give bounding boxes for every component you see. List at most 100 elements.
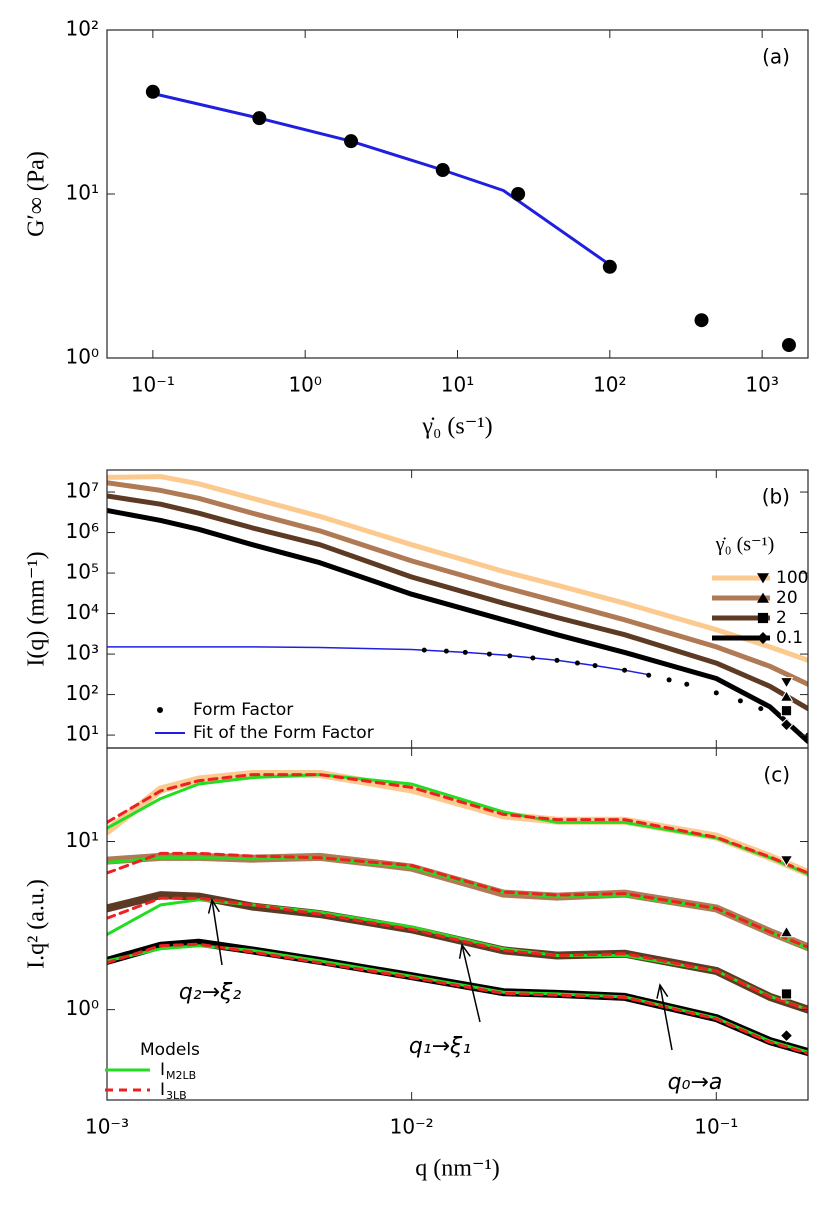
marker (779, 1028, 794, 1043)
series-line (107, 493, 808, 712)
form-factor-point (737, 698, 743, 704)
x-tick-label: 10⁻³ (85, 1115, 129, 1139)
legend-label: 0.1 (776, 628, 803, 648)
annotation-arrow (659, 984, 673, 1051)
data-point (344, 134, 359, 149)
form-factor-point (507, 653, 513, 659)
y-tick-label: 10² (66, 17, 99, 41)
data-point (602, 259, 617, 274)
data-point (435, 163, 450, 178)
legend-label: M2LB (166, 1069, 196, 1082)
marker (757, 592, 769, 603)
annotation-arrow (461, 944, 481, 1023)
form-factor-point (684, 681, 690, 687)
legend-label: 20 (776, 588, 798, 608)
annotation: q₁→ξ₁ (409, 1034, 471, 1059)
data-point (252, 111, 267, 126)
fit-line (151, 92, 612, 267)
series-line (107, 480, 808, 687)
arrow-head (207, 898, 220, 914)
legend-label: I (160, 1080, 165, 1100)
y-tick-label: 10⁰ (66, 345, 99, 369)
model-line (107, 773, 808, 875)
arrow-head (458, 943, 471, 959)
x-tick-label: 10⁻² (390, 1115, 434, 1139)
fit-line (107, 646, 650, 676)
marker (757, 632, 769, 644)
marker (779, 925, 794, 938)
data-point (694, 313, 709, 328)
data-point (145, 84, 160, 99)
legend-title: γ̇₀ (s⁻¹) (715, 534, 774, 556)
y-tick-label: 10³ (66, 641, 99, 665)
marker (779, 677, 794, 689)
data-point (781, 338, 796, 353)
model-line (107, 942, 808, 1055)
y-axis-label: I.q² (a.u.) (24, 879, 50, 969)
legend-title: Models (140, 1040, 200, 1060)
form-factor-point (486, 651, 492, 657)
axes-frame (106, 747, 809, 1101)
x-tick-label: 10³ (745, 373, 778, 397)
legend-label: Form Factor (193, 700, 293, 720)
form-factor-point (758, 706, 764, 712)
y-tick-label: 10¹ (66, 181, 99, 205)
x-tick-label: 10² (593, 373, 626, 397)
panel-label: (b) (762, 485, 790, 509)
form-factor-point (713, 690, 719, 696)
x-axis-label: q (nm⁻¹) (415, 1156, 500, 1182)
arrow-head (656, 983, 669, 999)
form-factor-point (443, 648, 449, 654)
annotation-arrow (211, 899, 223, 966)
model-line (107, 851, 808, 949)
annotation: q₀→a (668, 1070, 723, 1095)
marker (779, 690, 794, 702)
series-line (107, 508, 808, 744)
x-tick-label: 10⁻¹ (694, 1115, 738, 1139)
axes-frame (106, 29, 809, 359)
form-factor-point (554, 657, 560, 663)
series-line (107, 474, 808, 663)
form-factor-point (666, 677, 672, 683)
legend-label: 3LB (166, 1089, 187, 1102)
legend-label: I (160, 1060, 165, 1080)
plot-area (107, 474, 808, 744)
marker (780, 705, 793, 717)
marker (779, 718, 794, 732)
x-tick-label: 10⁻¹ (131, 373, 175, 397)
annotation: q₂→ξ₂ (179, 980, 241, 1005)
form-factor-point (592, 663, 598, 669)
x-tick-label: 10⁰ (288, 373, 321, 397)
data-point (511, 187, 526, 201)
form-factor-point (646, 672, 652, 678)
y-axis-label: G′∞ (Pa) (24, 151, 50, 237)
x-axis-label: γ̇₀ (s⁻¹) (421, 414, 492, 440)
form-factor-point (421, 647, 427, 653)
x-tick-label: 10¹ (441, 373, 474, 397)
y-tick-label: 10⁷ (66, 479, 99, 503)
panel-label: (c) (763, 763, 790, 787)
y-tick-label: 10¹ (66, 722, 99, 746)
y-tick-label: 10⁵ (66, 560, 99, 584)
y-axis-label: I(q) (mm⁻¹) (24, 551, 50, 666)
plot-area (145, 84, 796, 353)
form-factor-point (462, 649, 468, 655)
legend-label: 2 (776, 608, 787, 628)
form-factor-point (530, 655, 536, 661)
legend-label: 100 (776, 568, 808, 588)
y-tick-label: 10⁶ (66, 519, 99, 543)
model-line (107, 896, 808, 1012)
marker (779, 855, 794, 867)
y-tick-label: 10⁰ (66, 996, 99, 1020)
plot-area (107, 770, 808, 1056)
y-tick-label: 10² (66, 681, 99, 705)
form-factor-point (622, 667, 628, 673)
marker (757, 612, 769, 624)
legend-label: Fit of the Form Factor (193, 723, 374, 743)
y-tick-label: 10⁴ (66, 600, 99, 624)
panel-label: (a) (762, 45, 790, 69)
legend-swatch (157, 707, 163, 713)
marker (780, 988, 793, 1000)
marker (757, 573, 769, 584)
